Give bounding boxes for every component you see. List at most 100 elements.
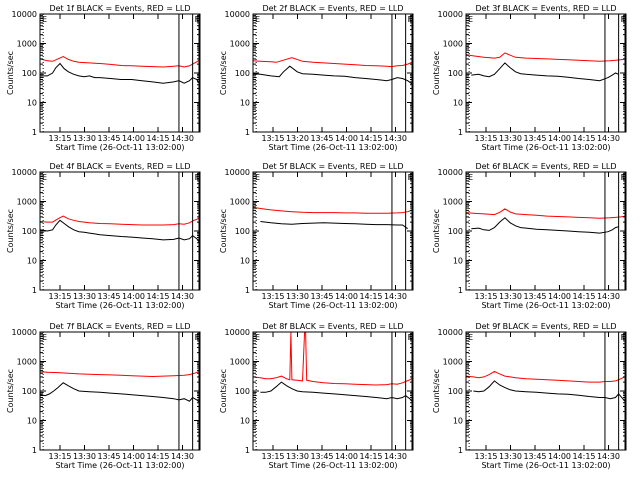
x-axis-label: Start Time (26-Oct-11 13:02:00) — [55, 301, 184, 310]
x-tick-label: 13:15 — [474, 292, 497, 301]
x-tick-label: 13:45 — [310, 292, 333, 301]
y-tick-label: 10 — [27, 417, 37, 426]
x-tick-label: 13:15 — [474, 134, 497, 143]
marker-flag: F — [195, 15, 200, 24]
panel-title: Det 5f BLACK = Events, RED = LLD — [262, 162, 403, 171]
x-tick-label: 14:30 — [597, 134, 620, 143]
marker-flag: E — [196, 15, 201, 24]
plot-frame — [252, 13, 414, 133]
x-tick-label: 13:30 — [499, 452, 522, 461]
y-tick-label: 100 — [22, 227, 37, 236]
x-tick-label: 13:45 — [310, 452, 333, 461]
x-tick-label: 13:45 — [523, 134, 546, 143]
x-tick-label: 13:45 — [97, 452, 120, 461]
x-tick-label: 13:30 — [499, 134, 522, 143]
x-tick-label: 14:30 — [171, 292, 194, 301]
x-tick-label: 13:45 — [97, 134, 120, 143]
marker-flag: E — [409, 15, 414, 24]
lld-series — [39, 215, 201, 226]
events-series — [39, 219, 201, 244]
x-tick-label: 13:15 — [48, 134, 71, 143]
x-axis-label: Start Time (26-Oct-11 13:02:00) — [268, 143, 397, 152]
y-tick-label: 10000 — [12, 168, 37, 177]
x-tick-label: 14:00 — [122, 134, 145, 143]
y-tick-label: 10 — [453, 257, 463, 266]
y-tick-label: 10 — [27, 99, 37, 108]
marker-flag: E — [255, 15, 260, 24]
x-tick-label: 13:30 — [286, 452, 309, 461]
lld-series — [39, 370, 201, 378]
y-tick-label: 10000 — [438, 10, 463, 19]
y-tick-label: 100 — [235, 387, 250, 396]
lld-series — [252, 206, 414, 214]
x-axis-label: Start Time (26-Oct-11 13:02:00) — [55, 143, 184, 152]
marker-flag: E — [622, 173, 627, 182]
events-series — [471, 62, 619, 82]
y-tick-label: 10000 — [225, 328, 250, 337]
y-tick-label: 1 — [32, 128, 37, 137]
marker-flag: E — [42, 173, 47, 182]
y-tick-label: 1 — [458, 286, 463, 295]
y-tick-label: 100 — [448, 227, 463, 236]
panel-title: Det 7f BLACK = Events, RED = LLD — [49, 322, 190, 331]
y-tick-label: 1000 — [443, 358, 463, 367]
x-tick-label: 14:15 — [572, 292, 595, 301]
y-tick-label: 1000 — [230, 198, 250, 207]
y-tick-label: 10 — [453, 99, 463, 108]
x-tick-label: 13:45 — [523, 292, 546, 301]
x-tick-label: 13:30 — [499, 292, 522, 301]
y-tick-label: 100 — [22, 69, 37, 78]
plot-frame — [465, 171, 627, 291]
y-tick-label: 1000 — [443, 40, 463, 49]
y-tick-label: 100 — [235, 227, 250, 236]
marker-flag: F — [408, 15, 413, 24]
plot-frame — [465, 13, 627, 133]
y-tick-label: 1 — [458, 446, 463, 455]
marker-flag: F — [408, 173, 413, 182]
marker-flag: E — [42, 15, 47, 24]
x-tick-label: 13:30 — [286, 292, 309, 301]
x-tick-label: 14:30 — [384, 292, 407, 301]
marker-flag: E — [255, 173, 260, 182]
x-tick-label: 14:00 — [548, 452, 571, 461]
y-tick-label: 10 — [27, 257, 37, 266]
lld-series — [252, 331, 414, 386]
x-tick-label: 13:15 — [48, 292, 71, 301]
x-tick-label: 14:00 — [335, 452, 358, 461]
x-tick-label: 14:15 — [572, 134, 595, 143]
y-tick-label: 10000 — [225, 168, 250, 177]
x-tick-label: 14:15 — [146, 292, 169, 301]
panel-title: Det 9f BLACK = Events, RED = LLD — [475, 322, 616, 331]
y-tick-label: 1 — [458, 128, 463, 137]
marker-flag: F — [195, 173, 200, 182]
y-axis-label: Counts/sec — [6, 209, 15, 253]
panel-title: Det 6f BLACK = Events, RED = LLD — [475, 162, 616, 171]
x-tick-label: 13:30 — [73, 292, 96, 301]
x-tick-label: 13:15 — [261, 452, 284, 461]
marker-flag: F — [621, 15, 626, 24]
x-tick-label: 14:00 — [122, 452, 145, 461]
y-tick-label: 100 — [448, 69, 463, 78]
lld-series — [465, 52, 627, 62]
events-series — [471, 217, 619, 234]
x-tick-label: 14:00 — [548, 292, 571, 301]
x-tick-label: 14:00 — [548, 134, 571, 143]
marker-flag: E — [468, 173, 473, 182]
x-tick-label: 14:30 — [384, 452, 407, 461]
lld-series — [465, 370, 627, 383]
x-tick-label: 14:30 — [171, 134, 194, 143]
x-tick-label: 13:45 — [97, 292, 120, 301]
y-tick-label: 10 — [240, 257, 250, 266]
events-series — [260, 381, 414, 404]
marker-flag: F — [621, 333, 626, 342]
x-tick-label: 14:30 — [384, 134, 407, 143]
y-tick-label: 1000 — [17, 358, 37, 367]
y-tick-label: 1 — [32, 446, 37, 455]
y-tick-label: 1000 — [230, 358, 250, 367]
x-axis-label: Start Time (26-Oct-11 13:02:00) — [268, 461, 397, 470]
y-tick-label: 10 — [240, 417, 250, 426]
